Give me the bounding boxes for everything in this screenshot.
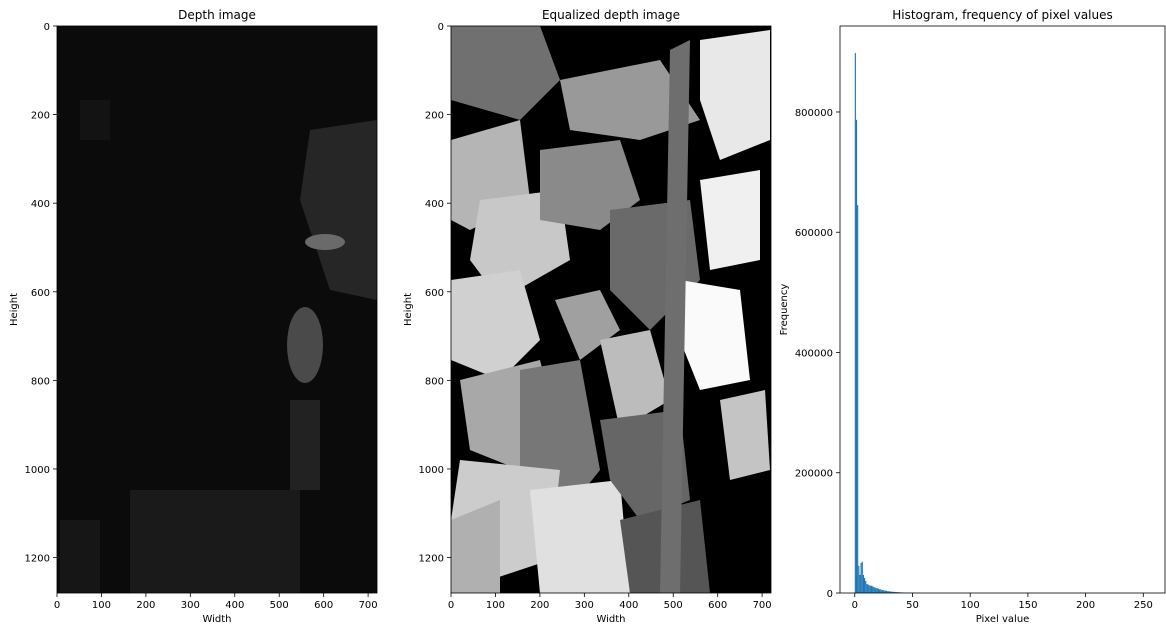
bar <box>897 592 899 593</box>
x-tick-label: 0 <box>852 600 858 611</box>
x-tick-label: 700 <box>359 600 378 611</box>
bar <box>869 585 871 593</box>
y-tick-label: 0 <box>438 22 444 33</box>
x-tick-label: 250 <box>1134 600 1153 611</box>
bar <box>873 586 875 593</box>
bar <box>876 588 878 593</box>
bar <box>854 53 856 594</box>
y-tick-label: 600000 <box>795 228 833 239</box>
x-tick-label: 0 <box>448 600 454 611</box>
y-tick-label: 200000 <box>795 469 833 480</box>
y-tick-label: 800000 <box>795 108 833 119</box>
bar <box>861 561 863 593</box>
bar <box>875 588 877 593</box>
bar <box>884 590 886 593</box>
bar <box>888 591 890 593</box>
y-tick-label: 200 <box>425 111 444 122</box>
x-tick-label: 500 <box>664 600 683 611</box>
bar <box>868 585 870 593</box>
bar <box>894 591 896 593</box>
bar <box>877 588 880 593</box>
y-tick-label: 1000 <box>419 465 444 476</box>
x-tick-label: 300 <box>575 600 594 611</box>
x-tick-label: 400 <box>225 600 244 611</box>
x-tick-label: 500 <box>270 600 289 611</box>
x-tick-label: 200 <box>1076 600 1095 611</box>
axes-frame <box>839 25 1166 594</box>
y-axis-label: Frequency <box>779 284 790 336</box>
x-tick-label: 0 <box>54 600 60 611</box>
y-axis-label: Height <box>9 293 20 326</box>
depth-image <box>57 26 377 593</box>
x-tick-label: 100 <box>961 600 980 611</box>
bar <box>882 589 884 593</box>
x-tick-label: 400 <box>619 600 638 611</box>
y-tick-label: 400000 <box>795 348 833 359</box>
axes-title: Depth image <box>178 8 256 22</box>
x-tick-label: 100 <box>92 600 111 611</box>
axes-frame <box>450 25 772 594</box>
y-tick-label: 800 <box>31 376 50 387</box>
bar <box>865 580 867 593</box>
y-tick-label: 600 <box>425 288 444 299</box>
x-tick-label: 150 <box>1018 600 1037 611</box>
bar <box>895 592 897 593</box>
y-tick-label: 0 <box>44 22 50 33</box>
bar <box>870 585 873 593</box>
y-tick-label: 1200 <box>25 554 50 565</box>
y-tick-label: 0 <box>827 589 833 600</box>
equalized-image <box>451 26 771 593</box>
y-tick-label: 400 <box>425 199 444 210</box>
y-axis-label: Height <box>403 293 414 326</box>
bar <box>860 562 862 593</box>
bar <box>890 591 892 593</box>
bar <box>862 574 865 593</box>
x-axis-label: Pixel value <box>976 614 1030 625</box>
x-tick-label: 700 <box>753 600 772 611</box>
axes-title: Histogram, frequency of pixel values <box>892 8 1113 22</box>
bar <box>872 586 874 593</box>
bar <box>864 577 866 593</box>
y-tick-label: 400 <box>31 199 50 210</box>
bar <box>891 591 893 593</box>
bar <box>885 590 888 593</box>
bar <box>887 591 889 593</box>
bar <box>859 574 861 593</box>
x-tick-label: 600 <box>314 600 333 611</box>
bar <box>881 589 883 593</box>
axes-frame <box>56 25 378 594</box>
bar <box>857 205 859 594</box>
bar <box>896 592 898 593</box>
x-tick-label: 200 <box>530 600 549 611</box>
bar <box>889 591 891 593</box>
y-tick-label: 1000 <box>25 465 50 476</box>
axes-title: Equalized depth image <box>542 8 680 22</box>
bar <box>892 591 895 593</box>
bar <box>855 119 858 593</box>
x-tick-label: 300 <box>181 600 200 611</box>
bar <box>883 590 885 593</box>
bar <box>858 565 860 593</box>
x-tick-label: 50 <box>906 600 919 611</box>
x-axis-label: Width <box>202 614 231 625</box>
bar <box>874 587 876 593</box>
x-axis-label: Width <box>596 614 625 625</box>
bar <box>880 589 882 593</box>
y-tick-label: 1200 <box>419 554 444 565</box>
y-tick-label: 600 <box>31 288 50 299</box>
x-tick-label: 200 <box>136 600 155 611</box>
bar <box>867 584 869 593</box>
y-tick-label: 800 <box>425 376 444 387</box>
x-tick-label: 600 <box>708 600 727 611</box>
bar <box>866 583 868 593</box>
x-tick-label: 100 <box>486 600 505 611</box>
bar <box>879 589 881 593</box>
y-tick-label: 200 <box>31 111 50 122</box>
